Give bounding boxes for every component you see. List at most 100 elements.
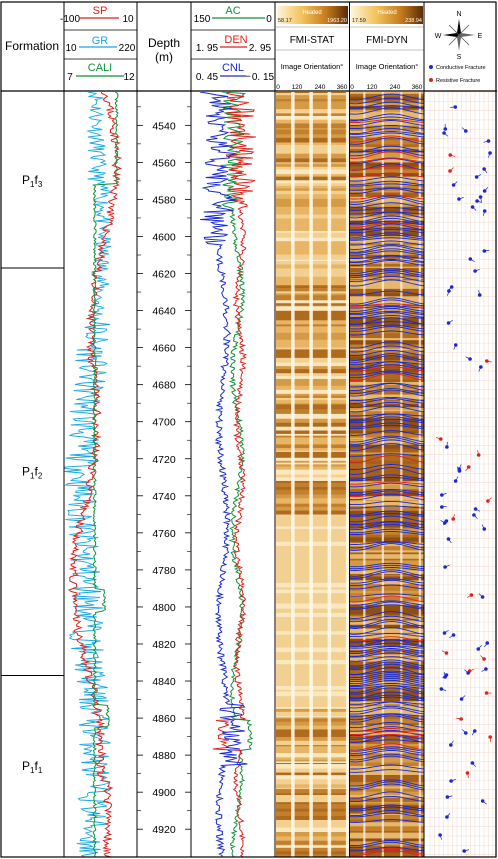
conductive-tadpole bbox=[445, 815, 449, 819]
conductive-sinusoid bbox=[350, 739, 424, 743]
conductive-sinusoid bbox=[350, 361, 424, 369]
stat-color-bar bbox=[277, 6, 348, 24]
conductive-tadpole bbox=[486, 139, 491, 143]
image-band bbox=[350, 682, 424, 684]
image-band bbox=[350, 99, 424, 104]
conductive-sinusoid bbox=[350, 259, 424, 263]
conductive-sinusoid bbox=[350, 541, 424, 549]
compass-legend-header: N S E W Conductive Fracture Resistive Fr… bbox=[429, 11, 486, 84]
conductive-sinusoid bbox=[350, 543, 424, 551]
conductive-tadpole bbox=[482, 249, 487, 253]
conductive-sinusoid bbox=[350, 505, 424, 509]
conductive-sinusoid bbox=[350, 464, 424, 470]
conductive-sinusoid bbox=[350, 694, 424, 700]
conductive-sinusoid bbox=[350, 93, 424, 101]
image-band bbox=[350, 620, 424, 626]
conductive-sinusoid bbox=[350, 661, 424, 669]
image-band bbox=[350, 109, 424, 113]
conductive-tadpole bbox=[464, 731, 468, 735]
image-band bbox=[350, 200, 424, 204]
image-band bbox=[350, 791, 424, 796]
cali-name: CALI bbox=[88, 62, 112, 74]
conductive-sinusoid bbox=[350, 158, 424, 164]
conductive-sinusoid bbox=[350, 215, 424, 223]
image-band bbox=[350, 542, 424, 547]
conductive-sinusoid bbox=[350, 217, 424, 225]
conductive-sinusoid bbox=[350, 649, 424, 657]
conductive-sinusoid bbox=[350, 764, 424, 770]
fmi-dyn-header: Heated 17.59 238.94 FMI-DYN Image Orient… bbox=[350, 6, 424, 91]
conductive-sinusoid bbox=[350, 299, 424, 307]
image-band bbox=[350, 496, 424, 501]
conductive-sinusoid bbox=[350, 388, 424, 394]
image-band bbox=[350, 133, 424, 138]
dyn-color-bar bbox=[351, 6, 423, 24]
image-band bbox=[350, 570, 424, 575]
compass-w: W bbox=[435, 33, 442, 40]
conductive-sinusoid bbox=[350, 755, 424, 763]
conductive-tadpole bbox=[443, 565, 447, 569]
conductive-sinusoid bbox=[350, 569, 424, 577]
image-band bbox=[350, 202, 424, 208]
depth-label: 4920 bbox=[152, 824, 176, 836]
image-band bbox=[350, 338, 424, 341]
conductive-sinusoid bbox=[350, 312, 424, 318]
image-band bbox=[350, 738, 424, 740]
image-band bbox=[350, 552, 424, 555]
conductive-sinusoid bbox=[350, 435, 424, 443]
image-band bbox=[350, 765, 424, 771]
conductive-sinusoid bbox=[350, 562, 424, 568]
conductive-sinusoid bbox=[350, 437, 424, 445]
depth-column: 4540 4560 4580 4600 4620 4640 4660 4680 4700 4720… bbox=[137, 106, 191, 836]
image-band bbox=[350, 372, 424, 375]
image-band bbox=[350, 844, 424, 847]
conductive-sinusoid bbox=[350, 615, 424, 623]
image-band bbox=[350, 273, 424, 278]
conductive-sinusoid bbox=[350, 382, 424, 388]
conductive-sinusoid bbox=[350, 513, 424, 517]
conductive-sinusoid bbox=[350, 306, 424, 312]
resistive-tadpole bbox=[486, 499, 490, 503]
resistive-sinusoid bbox=[350, 135, 424, 143]
conductive-sinusoid bbox=[350, 791, 424, 799]
den-left: 1. 95 bbox=[196, 43, 219, 54]
conductive-tadpole bbox=[463, 129, 468, 133]
image-band bbox=[350, 705, 424, 709]
conductive-sinusoid bbox=[350, 707, 424, 715]
conductive-sinusoid bbox=[350, 819, 424, 823]
ac-right: 0 bbox=[266, 14, 272, 25]
conductive-sinusoid bbox=[350, 673, 424, 681]
image-band bbox=[350, 566, 424, 570]
conductive-sinusoid bbox=[350, 237, 424, 241]
dyn-tick-240: 240 bbox=[390, 84, 401, 91]
pad-gap bbox=[418, 92, 421, 857]
image-band bbox=[350, 468, 424, 472]
conductive-sinusoid bbox=[350, 687, 424, 695]
compass-n: N bbox=[456, 11, 461, 18]
image-band bbox=[350, 333, 424, 339]
ac-curve bbox=[220, 92, 254, 857]
image-band bbox=[350, 115, 424, 121]
conductive-tadpole bbox=[468, 257, 473, 261]
conductive-sinusoid bbox=[350, 515, 424, 523]
conductive-tadpole bbox=[442, 521, 447, 525]
sp-name: SP bbox=[93, 5, 108, 17]
conductive-tadpole bbox=[453, 343, 458, 347]
image-band bbox=[350, 593, 424, 596]
conductive-sinusoid bbox=[350, 528, 424, 534]
resistive-sinusoid bbox=[350, 728, 424, 732]
image-band bbox=[350, 584, 424, 590]
conductive-tadpole bbox=[482, 189, 487, 193]
conductive-sinusoid bbox=[350, 180, 424, 186]
resistive-sinusoid bbox=[350, 595, 424, 603]
conductive-sinusoid bbox=[350, 149, 424, 157]
conductive-tadpole bbox=[438, 833, 442, 837]
image-band bbox=[350, 770, 424, 773]
image-band bbox=[350, 596, 424, 602]
image-band bbox=[350, 852, 424, 857]
conductive-sinusoid bbox=[350, 132, 424, 138]
conductive-tadpole bbox=[457, 469, 462, 473]
cnl-left: 0. 45 bbox=[196, 72, 219, 83]
image-band bbox=[350, 604, 424, 607]
conductive-sinusoid bbox=[350, 345, 424, 353]
